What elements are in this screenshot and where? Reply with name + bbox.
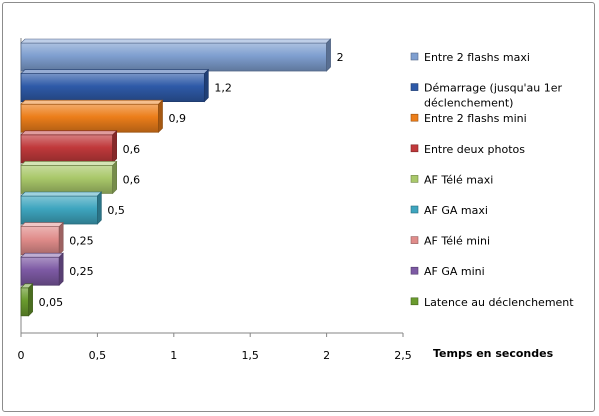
bar-top-face [20,222,64,227]
bar-top-face [20,130,118,136]
bar [20,226,60,256]
bar-top-face [20,191,103,197]
x-tick-label: 0 [18,349,25,362]
bar-side-face [112,160,117,195]
bar-top-face [20,38,332,44]
legend-label: Entre 2 flashs mini [424,112,527,125]
legend-item: AF Télé mini [410,235,490,248]
legend-swatch [410,236,419,244]
bar-top-face [20,161,118,166]
bar-side-face [28,283,33,317]
data-label: 0,9 [169,112,187,125]
bar-side-face [204,68,209,103]
bar [20,103,159,133]
data-label: 0,25 [69,235,94,248]
bar [20,164,114,194]
x-axis-title: Temps en secondes [433,347,554,360]
legend-swatch [410,297,419,306]
data-labels: 2 1,2 0,9 0,6 0,6 0,5 0,25 0,25 0,05 [39,51,344,309]
legend-item: Démarrage (jusqu'au 1er déclenchement) [410,82,563,110]
legend-item: Latence au déclenchement [410,296,574,309]
legend-item: Entre deux photos [410,143,525,156]
x-tick-label: 2 [323,349,330,362]
data-label: 0,25 [69,265,94,278]
legend-swatch [410,205,419,214]
data-label: 1,2 [214,82,232,95]
legend-label: Entre deux photos [424,143,525,156]
bar-side-face [97,191,102,225]
legend-item: AF Télé maxi [410,173,493,186]
data-label: 0,05 [39,296,64,309]
data-label: 0,6 [123,173,140,186]
x-tick-label: 0,5 [89,349,107,362]
x-tick-label: 1,5 [241,349,259,362]
bar [20,134,114,164]
legend: Entre 2 flashs maxi Démarrage (jusqu'au 1… [410,51,574,309]
legend-swatch [410,175,419,183]
bar-side-face [326,38,331,72]
bar-side-face [58,252,64,286]
legend-swatch [410,144,419,153]
legend-label: AF GA maxi [424,204,488,217]
bar-side-face [112,130,117,164]
x-tick-label: 1 [170,349,177,362]
legend-item: Entre 2 flashs maxi [410,51,530,64]
bar [20,287,30,317]
bar [20,42,328,72]
data-label: 0,6 [123,143,140,156]
legend-item: Entre 2 flashs mini [410,112,527,125]
bar [20,256,60,286]
bars [20,38,332,317]
legend-label: AF Télé mini [424,235,490,248]
bar-side-face [58,221,64,256]
legend-item: AF GA maxi [410,204,488,217]
legend-swatch [410,83,419,91]
bar [20,195,98,225]
legend-label: déclenchement) [424,97,513,110]
data-label: 0,5 [107,204,125,217]
data-label: 2 [337,51,344,64]
bar-top-face [20,99,164,105]
bar-top-face [20,252,64,258]
legend-label: AF Télé maxi [424,173,493,186]
legend-swatch [410,113,419,122]
legend-label: AF GA mini [424,265,485,278]
legend-label: Démarrage (jusqu'au 1er [424,82,563,95]
bar-side-face [158,99,163,133]
bar-top-face [20,69,210,74]
legend-label: Latence au déclenchement [424,296,574,309]
legend-swatch [410,266,419,275]
legend-label: Entre 2 flashs maxi [424,51,530,64]
bar [20,73,205,102]
legend-item: AF GA mini [410,265,485,278]
legend-swatch [410,52,419,61]
x-tick-label: 2,5 [394,349,412,362]
